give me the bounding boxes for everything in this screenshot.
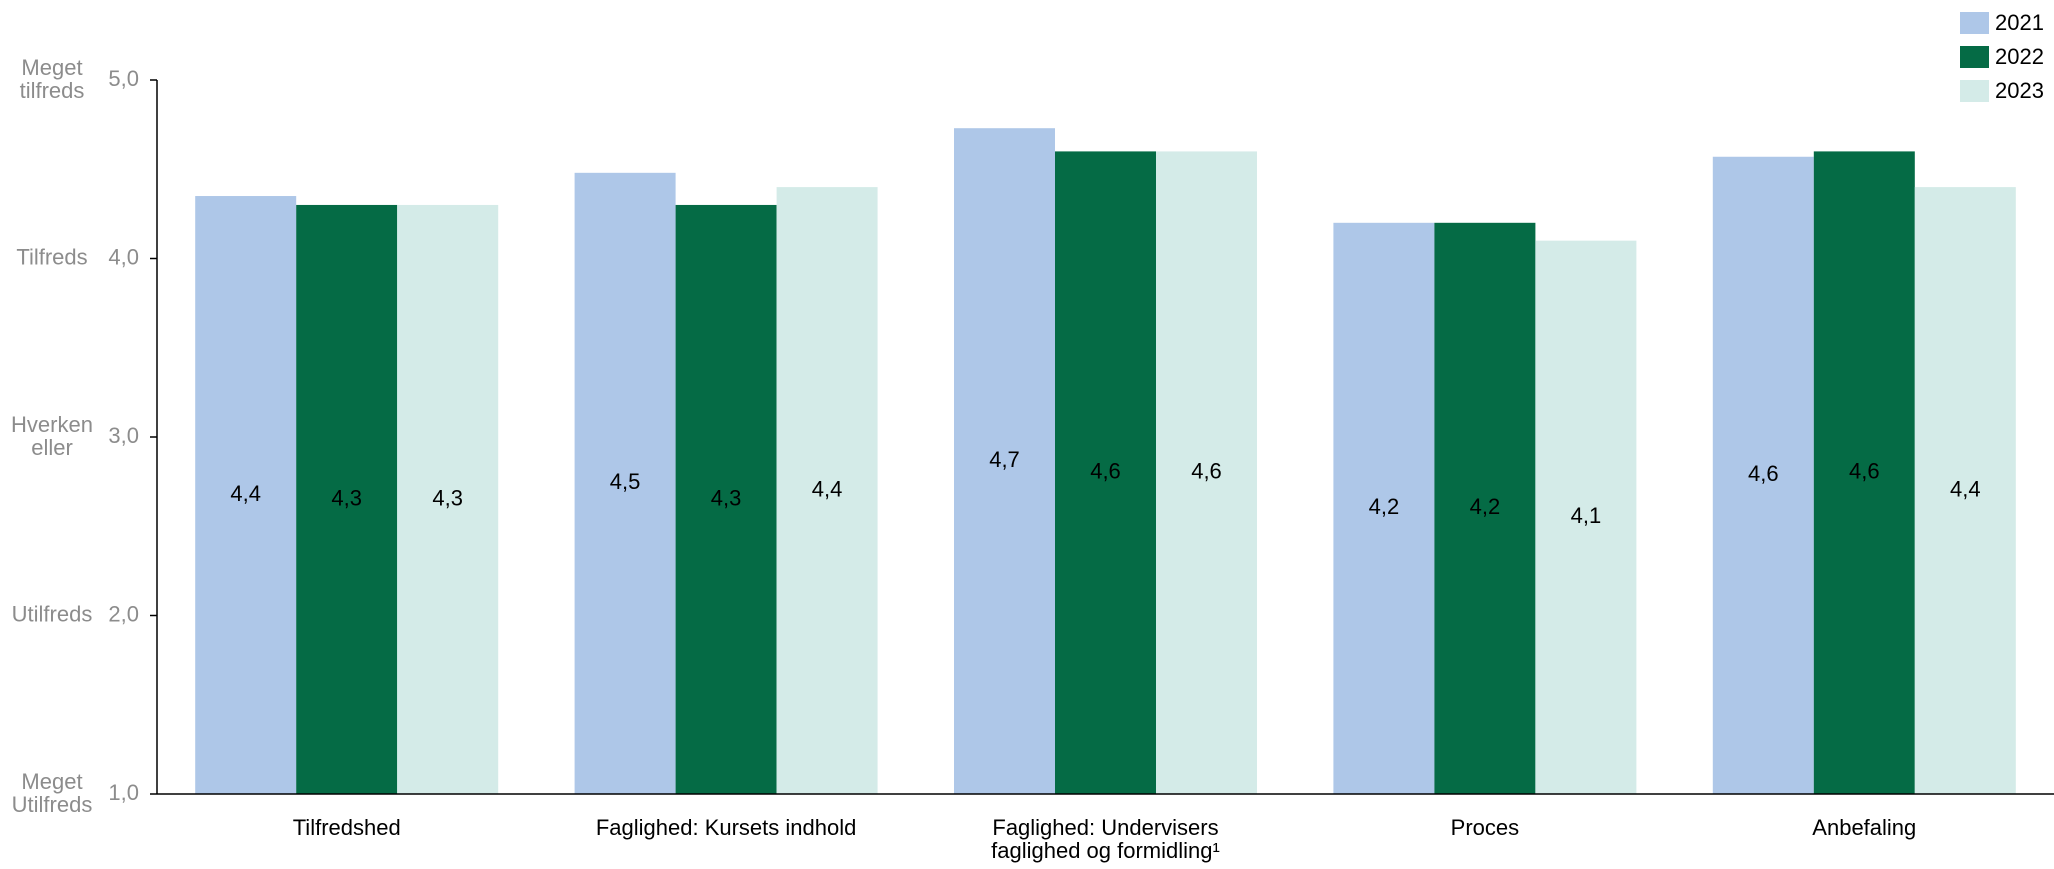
value-label: 4,3 <box>432 485 463 510</box>
value-label: 4,7 <box>989 447 1020 472</box>
y-scale-description: Tilfreds <box>16 244 87 269</box>
value-label: 4,5 <box>610 469 641 494</box>
legend-label: 2021 <box>1995 10 2044 35</box>
x-tick-label: Anbefaling <box>1812 815 1916 840</box>
bar <box>195 196 297 794</box>
value-label: 4,3 <box>331 485 362 510</box>
value-label: 4,6 <box>1849 459 1880 484</box>
value-label: 4,4 <box>1950 476 1981 501</box>
y-scale-description: Meget tilfreds <box>20 55 85 103</box>
x-tick-label: Proces <box>1451 815 1519 840</box>
y-scale-description: Hverken eller <box>11 412 93 460</box>
value-label: 4,4 <box>812 476 843 501</box>
y-tick-label: 4,0 <box>108 244 139 269</box>
value-label: 4,4 <box>230 481 261 506</box>
value-label: 4,6 <box>1090 459 1121 484</box>
bar <box>1434 222 1536 795</box>
bar <box>776 187 878 795</box>
legend-label: 2023 <box>1995 78 2044 103</box>
bar <box>1914 187 2016 795</box>
legend-swatch <box>1960 46 1989 68</box>
bar <box>1055 151 1156 794</box>
y-tick-label: 1,0 <box>108 780 139 805</box>
bar <box>574 172 676 794</box>
y-tick-label: 5,0 <box>108 66 139 91</box>
legend-swatch <box>1960 80 1989 102</box>
legend-swatch <box>1960 12 1989 34</box>
bar <box>296 204 398 794</box>
y-tick-label: 3,0 <box>108 423 139 448</box>
value-label: 4,6 <box>1191 459 1222 484</box>
value-label: 4,1 <box>1571 503 1602 528</box>
value-label: 4,3 <box>711 485 742 510</box>
y-scale-description: Meget Utilfreds <box>12 769 93 817</box>
y-tick-label: 2,0 <box>108 601 139 626</box>
bar <box>1535 240 1637 794</box>
x-tick-label: Tilfredshed <box>293 815 401 840</box>
x-tick-label: Faglighed: Kursets indhold <box>596 815 857 840</box>
bar <box>397 204 499 794</box>
value-label: 4,2 <box>1369 494 1400 519</box>
value-label: 4,2 <box>1470 494 1501 519</box>
bar <box>1156 151 1257 794</box>
bar <box>675 204 777 794</box>
bar <box>954 128 1055 794</box>
legend-label: 2022 <box>1995 44 2044 69</box>
x-tick-label: Faglighed: Undervisers faglighed og formi… <box>991 815 1220 863</box>
bar <box>1712 156 1814 794</box>
value-label: 4,6 <box>1748 461 1779 486</box>
bar <box>1813 151 1915 794</box>
bar <box>1333 222 1435 795</box>
y-scale-description: Utilfreds <box>12 601 93 626</box>
